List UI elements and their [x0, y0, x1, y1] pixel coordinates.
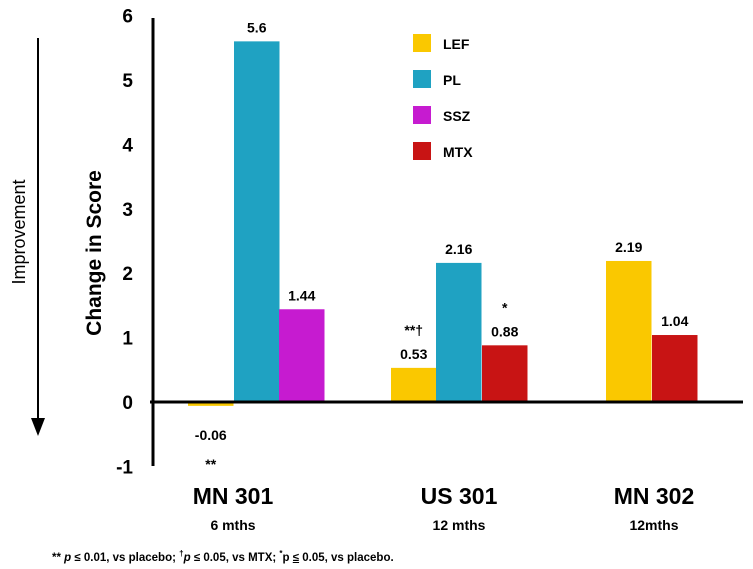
- y-tick-label: 5: [122, 71, 133, 92]
- significance-marker: *: [502, 299, 508, 315]
- legend-swatch-ssz: [413, 106, 431, 124]
- category-subtitle: 6 mths: [210, 517, 255, 533]
- legend-label: LEF: [443, 36, 470, 52]
- bar-lef: [391, 367, 437, 402]
- y-tick-label: -1: [116, 457, 133, 478]
- category-labels: MN 301 6 mths US 301 12 mths MN 302 12mths: [193, 483, 695, 533]
- y-tick-label: 2: [122, 264, 133, 285]
- data-label: 0.88: [491, 323, 518, 339]
- data-label: 2.16: [445, 241, 472, 257]
- bar-chart: Improvement Change in Score 6 5 4 3 2 1 0 -1 -0…: [9, 7, 743, 533]
- legend: LEF PL SSZ MTX: [413, 34, 473, 160]
- footnote: ** p ≤ 0.01, vs placebo; †p ≤ 0.05, vs M…: [52, 549, 394, 564]
- bar-mtx: [482, 345, 528, 402]
- y-tick-label: 4: [122, 135, 133, 156]
- legend-swatch-mtx: [413, 142, 431, 160]
- y-tick-label: 3: [122, 200, 133, 221]
- category-subtitle: 12 mths: [433, 517, 486, 533]
- legend-label: MTX: [443, 144, 473, 160]
- bar-mtx: [652, 335, 698, 402]
- category-label: MN 301: [193, 483, 274, 509]
- data-label: 2.19: [615, 239, 642, 255]
- significance-marker: **†: [404, 322, 423, 338]
- bar-lef: [188, 402, 234, 406]
- data-label: 0.53: [400, 346, 427, 362]
- bar-lef: [606, 260, 652, 402]
- legend-label: SSZ: [443, 108, 471, 124]
- y-axis-ticks: 6 5 4 3 2 1 0 -1: [116, 7, 133, 479]
- data-label: -0.06: [195, 427, 227, 443]
- bars: [188, 41, 698, 406]
- legend-swatch-lef: [413, 34, 431, 52]
- axes: [150, 18, 743, 466]
- data-label: 5.6: [247, 19, 267, 35]
- y-tick-label: 0: [122, 393, 133, 414]
- category-subtitle: 12mths: [629, 517, 678, 533]
- data-labels: -0.06 ** 5.6 1.44 0.53 **† 2.16 0.88 * 2.19 1.04: [195, 19, 689, 472]
- improvement-label: Improvement: [9, 179, 29, 284]
- legend-swatch-pl: [413, 70, 431, 88]
- data-label: 1.04: [661, 313, 688, 329]
- data-label: 1.44: [288, 287, 315, 303]
- y-tick-label: 6: [122, 7, 133, 28]
- bar-pl: [436, 262, 482, 402]
- y-axis-label: Change in Score: [83, 170, 106, 336]
- bar-pl: [234, 41, 280, 403]
- category-label: MN 302: [614, 483, 695, 509]
- improvement-arrow-head: [31, 418, 45, 436]
- category-label: US 301: [421, 483, 498, 509]
- improvement-annotation: Improvement: [9, 38, 45, 436]
- significance-marker: **: [205, 456, 216, 472]
- bar-ssz: [279, 309, 325, 402]
- legend-label: PL: [443, 72, 461, 88]
- y-tick-label: 1: [122, 329, 133, 350]
